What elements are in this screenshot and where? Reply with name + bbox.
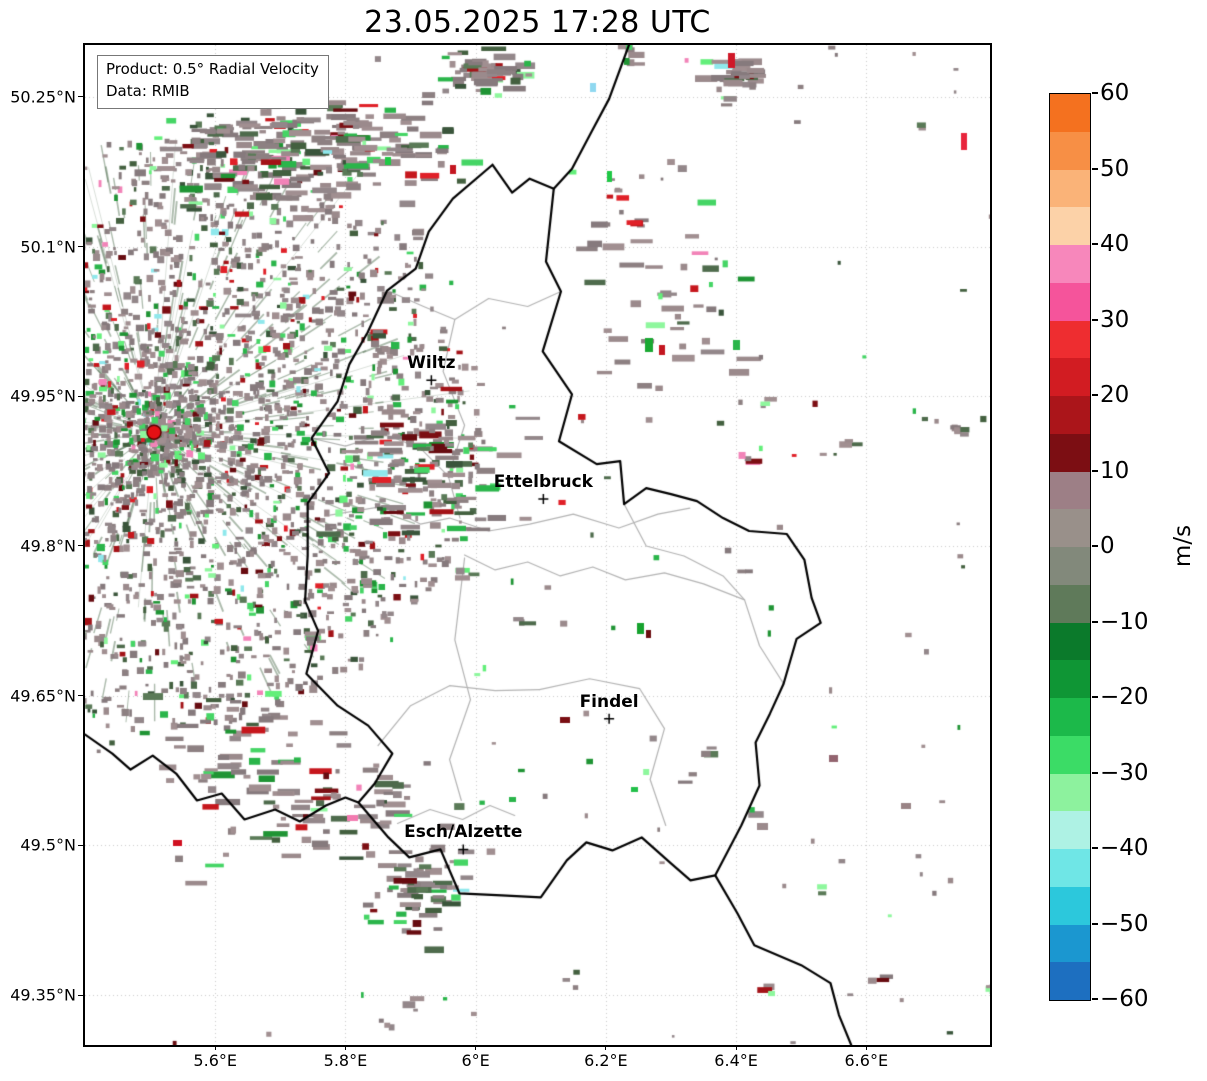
city-label: Findel (579, 691, 639, 712)
colorbar-segment (1050, 471, 1090, 510)
y-tick-mark (78, 246, 83, 248)
colorbar-segment (1050, 547, 1090, 585)
colorbar-tick-label: 0 (1100, 533, 1115, 559)
colorbar-segment (1050, 396, 1090, 434)
product-info-box: Product: 0.5° Radial Velocity Data: RMIB (97, 55, 329, 109)
x-tick-label: 5.8°E (323, 1051, 368, 1070)
colorbar-segment (1050, 773, 1090, 812)
city-label: Ettelbruck (493, 472, 593, 493)
colorbar-tick-label: −20 (1100, 684, 1149, 710)
y-tick-label: 49.95°N (10, 386, 76, 406)
x-tick-mark (865, 1045, 867, 1050)
y-tick-label: 49.35°N (10, 985, 76, 1005)
colorbar-tick-label: −60 (1100, 986, 1149, 1012)
colorbar-segment (1050, 735, 1090, 774)
colorbar-tick-mark (1092, 92, 1098, 94)
colorbar-segment (1050, 433, 1090, 472)
x-tick-mark (214, 1045, 216, 1050)
y-tick-mark (78, 844, 83, 846)
colorbar-segment (1050, 622, 1090, 661)
x-tick-mark (475, 1045, 477, 1050)
colorbar-tick-mark (1092, 620, 1098, 623)
colorbar-segment (1050, 131, 1090, 170)
colorbar-tick-mark (1092, 167, 1098, 170)
colorbar-segment (1050, 811, 1090, 849)
x-tick-label: 5.6°E (193, 1051, 237, 1070)
y-tick-label: 49.5°N (20, 835, 76, 855)
colorbar-segment (1050, 282, 1090, 321)
colorbar-segment (1050, 924, 1090, 963)
colorbar-segment (1050, 169, 1090, 208)
y-tick-label: 50.25°N (10, 87, 76, 107)
colorbar-tick-mark (1092, 847, 1098, 849)
colorbar-segment (1050, 94, 1090, 132)
y-tick-mark (78, 994, 83, 996)
x-tick-label: 6°E (461, 1051, 490, 1070)
colorbar-tick-label: 30 (1100, 306, 1130, 333)
y-tick-mark (78, 395, 83, 397)
colorbar-unit-label: m/s (1170, 524, 1196, 568)
y-tick-label: 49.8°N (20, 536, 76, 556)
colorbar-segment (1050, 849, 1090, 887)
colorbar-segment (1050, 962, 1090, 1000)
y-tick-mark (78, 545, 83, 547)
colorbar-tick-label: 60 (1100, 80, 1130, 106)
colorbar-tick-mark (1092, 318, 1098, 321)
plot-border (83, 43, 992, 1047)
colorbar-segment (1050, 358, 1090, 396)
y-tick-mark (78, 96, 83, 98)
colorbar-tick-label: −30 (1100, 759, 1149, 786)
product-label: Product: 0.5° Radial Velocity (106, 60, 319, 78)
data-source-label: Data: RMIB (106, 81, 190, 100)
figure-title: 23.05.2025 17:28 UTC (364, 5, 711, 40)
colorbar-tick-label: −50 (1100, 910, 1149, 937)
y-tick-label: 49.65°N (10, 686, 76, 706)
colorbar-tick-mark (1092, 922, 1098, 925)
colorbar-tick-label: 20 (1100, 382, 1130, 408)
colorbar-segment (1050, 245, 1090, 283)
y-tick-mark (78, 695, 83, 697)
colorbar-tick-mark (1092, 394, 1098, 396)
colorbar-tick-label: 50 (1100, 155, 1130, 182)
colorbar-segment (1050, 320, 1090, 359)
colorbar-segment (1050, 509, 1090, 547)
colorbar-tick-label: 40 (1100, 231, 1130, 257)
x-tick-label: 6.2°E (584, 1051, 628, 1070)
colorbar-tick-mark (1092, 469, 1098, 472)
colorbar-tick-label: −10 (1100, 608, 1149, 635)
colorbar-tick-mark (1092, 696, 1098, 698)
city-label: Wiltz (407, 353, 456, 374)
colorbar-segment (1050, 660, 1090, 698)
colorbar-segment (1050, 698, 1090, 736)
x-tick-label: 6.4°E (714, 1051, 758, 1070)
colorbar-tick-mark (1092, 243, 1098, 245)
city-label: Esch/Alzette (404, 822, 523, 843)
map-canvas (85, 45, 990, 1045)
colorbar-tick-label: 10 (1100, 457, 1130, 484)
x-tick-mark (344, 1045, 346, 1050)
colorbar-tick-mark (1092, 545, 1098, 547)
y-tick-label: 50.1°N (20, 237, 76, 257)
colorbar-segment (1050, 886, 1090, 925)
x-tick-label: 6.6°E (844, 1051, 889, 1070)
colorbar-segment (1050, 584, 1090, 623)
colorbar-segment (1050, 207, 1090, 245)
x-tick-mark (735, 1045, 737, 1050)
colorbar (1049, 93, 1091, 1001)
x-tick-mark (605, 1045, 607, 1050)
colorbar-tick-label: −40 (1100, 835, 1149, 861)
colorbar-tick-mark (1092, 771, 1098, 774)
colorbar-tick-mark (1092, 998, 1098, 1000)
